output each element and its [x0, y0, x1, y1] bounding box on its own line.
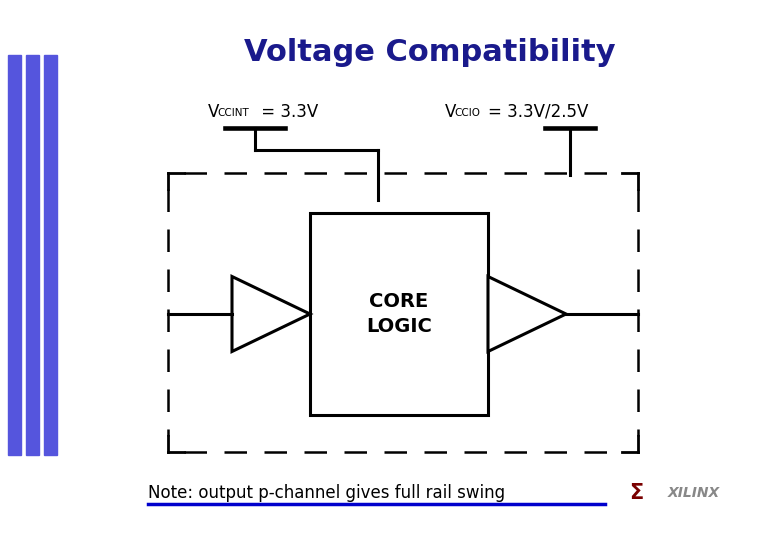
Text: CCIO: CCIO — [454, 108, 480, 118]
Text: Voltage Compatibility: Voltage Compatibility — [244, 38, 616, 67]
Text: Note: output p-channel gives full rail swing: Note: output p-channel gives full rail s… — [148, 484, 505, 502]
Bar — [310, 213, 488, 415]
Polygon shape — [232, 276, 310, 352]
Bar — [26, 55, 39, 455]
Text: Σ: Σ — [629, 483, 644, 503]
Text: XILINX: XILINX — [668, 486, 720, 500]
Text: = 3.3V/2.5V: = 3.3V/2.5V — [488, 103, 588, 121]
Text: CORE
LOGIC: CORE LOGIC — [366, 292, 432, 336]
Text: V: V — [445, 103, 456, 121]
Text: V: V — [208, 103, 219, 121]
Text: CCINT: CCINT — [217, 108, 249, 118]
Bar — [44, 55, 57, 455]
Text: = 3.3V: = 3.3V — [256, 103, 318, 121]
Polygon shape — [488, 276, 566, 352]
Bar — [8, 55, 21, 455]
